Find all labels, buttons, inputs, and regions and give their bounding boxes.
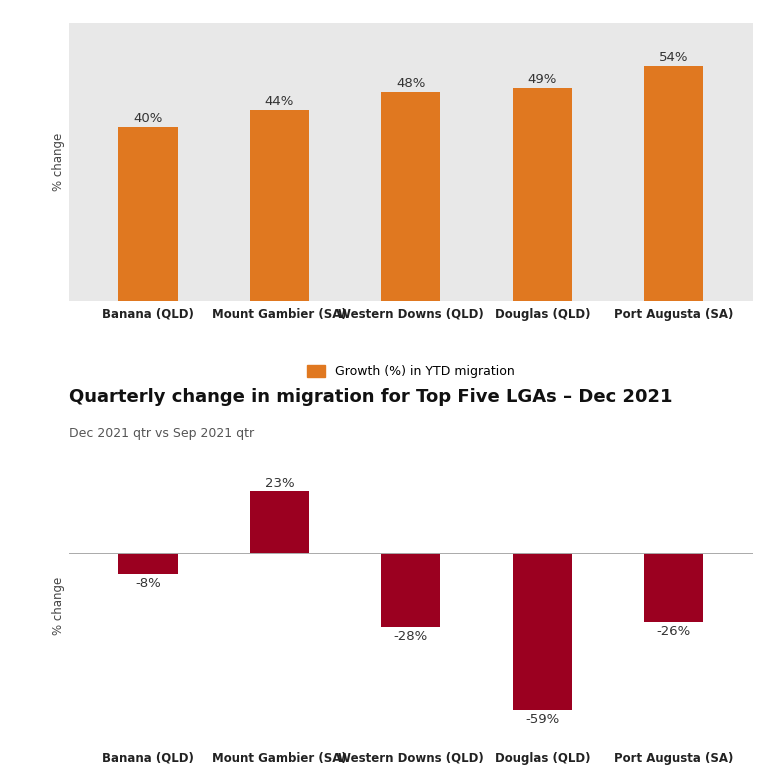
- Bar: [513, 553, 572, 710]
- Bar: [644, 66, 703, 301]
- Text: -8%: -8%: [135, 577, 161, 590]
- Bar: [250, 492, 309, 553]
- Bar: [381, 92, 441, 301]
- Legend: Growth (%) in YTD migration: Growth (%) in YTD migration: [302, 360, 520, 383]
- Bar: [644, 553, 703, 622]
- Bar: [118, 553, 177, 574]
- Text: 40%: 40%: [134, 112, 163, 125]
- Text: -28%: -28%: [394, 631, 428, 643]
- Text: 44%: 44%: [265, 94, 294, 108]
- Bar: [250, 110, 309, 301]
- Bar: [381, 553, 441, 627]
- Text: 49%: 49%: [528, 73, 557, 86]
- Y-axis label: % change: % change: [52, 577, 65, 635]
- Text: 23%: 23%: [265, 477, 294, 490]
- Text: 54%: 54%: [659, 51, 689, 65]
- Bar: [513, 88, 572, 301]
- Text: 48%: 48%: [396, 78, 425, 91]
- Bar: [118, 127, 177, 301]
- Text: -26%: -26%: [657, 625, 691, 637]
- Text: -59%: -59%: [525, 713, 559, 726]
- Text: Quarterly change in migration for Top Five LGAs – Dec 2021: Quarterly change in migration for Top Fi…: [69, 388, 673, 406]
- Y-axis label: % change: % change: [52, 133, 65, 191]
- Text: Dec 2021 qtr vs Sep 2021 qtr: Dec 2021 qtr vs Sep 2021 qtr: [69, 426, 254, 439]
